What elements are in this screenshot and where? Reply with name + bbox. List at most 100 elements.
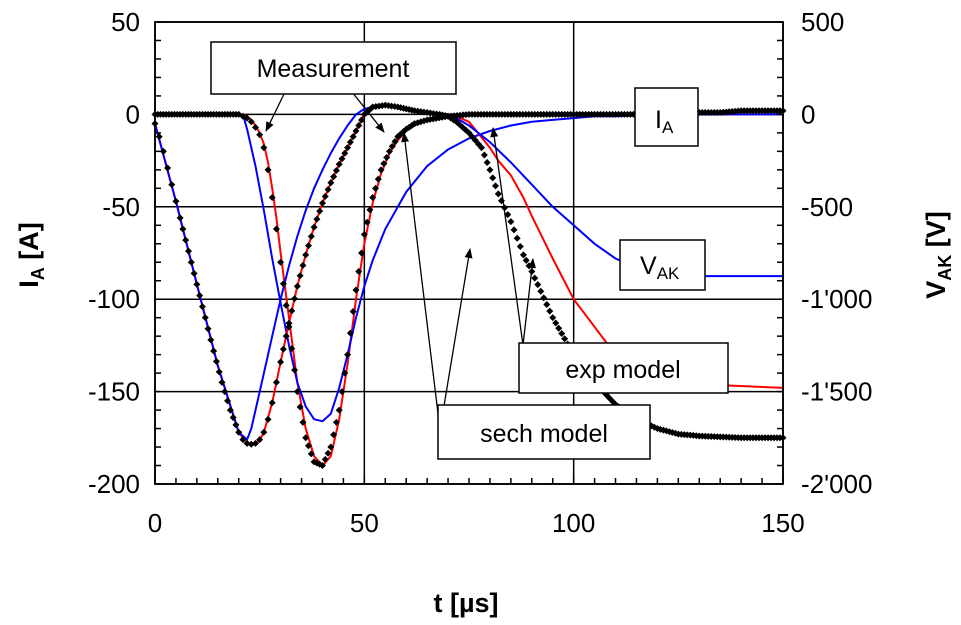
series-marker-3 bbox=[543, 300, 551, 308]
series-marker-0 bbox=[321, 455, 329, 463]
series-marker-0 bbox=[291, 366, 299, 374]
series-marker-0 bbox=[330, 431, 338, 439]
series-marker-0 bbox=[349, 308, 357, 316]
series-marker-3 bbox=[179, 225, 187, 233]
series-marker-3 bbox=[494, 190, 502, 198]
annotation-ia-text: IA bbox=[655, 106, 674, 137]
series-marker-3 bbox=[352, 127, 360, 135]
series-marker-0 bbox=[251, 123, 259, 131]
series-marker-3 bbox=[540, 294, 548, 302]
series-marker-3 bbox=[251, 439, 259, 447]
series-marker-3 bbox=[510, 226, 518, 234]
series-marker-3 bbox=[207, 336, 215, 344]
series-marker-0 bbox=[307, 450, 315, 458]
series-marker-3 bbox=[204, 325, 212, 333]
series-marker-3 bbox=[358, 116, 366, 124]
x-tick-label: 100 bbox=[552, 508, 595, 538]
tick-labels: 0 50 100 150500-50-100-150-2005000-500-1'00… bbox=[88, 7, 873, 538]
annotation-arrow-3 bbox=[439, 248, 473, 431]
series-marker-3 bbox=[155, 133, 163, 141]
series-marker-3 bbox=[164, 164, 172, 172]
series-marker-3 bbox=[321, 192, 329, 200]
series-marker-3 bbox=[344, 144, 352, 152]
y-right-tick-label: -2'000 bbox=[801, 469, 872, 499]
y-axis-left-title-unit: [A] bbox=[14, 222, 44, 267]
series-marker-3 bbox=[338, 155, 346, 163]
series-marker-3 bbox=[531, 274, 539, 282]
series-marker-0 bbox=[338, 388, 346, 396]
y-right-tick-label: 0 bbox=[801, 99, 815, 129]
annotation-vak-box bbox=[619, 239, 706, 291]
y-right-tick-label: -500 bbox=[801, 192, 853, 222]
series-marker-0 bbox=[305, 442, 313, 450]
series-marker-3 bbox=[313, 215, 321, 223]
series-marker-3 bbox=[196, 292, 204, 300]
series-marker-3 bbox=[492, 182, 500, 190]
x-tick-label: 150 bbox=[761, 508, 804, 538]
series-marker-0 bbox=[380, 160, 388, 168]
series-marker-3 bbox=[549, 314, 557, 322]
annotation-exp-model-box bbox=[518, 342, 729, 394]
series-marker-0 bbox=[324, 449, 332, 457]
series-marker-3 bbox=[305, 242, 313, 250]
series-marker-0 bbox=[360, 231, 368, 239]
series-marker-3 bbox=[513, 234, 521, 242]
series-marker-0 bbox=[285, 323, 293, 331]
series-marker-0 bbox=[272, 225, 280, 233]
series-marker-3 bbox=[316, 207, 324, 215]
series-marker-3 bbox=[516, 243, 524, 251]
series-line-2 bbox=[241, 113, 783, 423]
series-marker-3 bbox=[534, 281, 542, 289]
y-right-tick-label: -1'500 bbox=[801, 377, 872, 407]
series-marker-0 bbox=[256, 131, 264, 139]
series-marker-0 bbox=[402, 125, 410, 133]
y-axis-right-title-main: V bbox=[921, 281, 951, 299]
series-marker-0 bbox=[302, 434, 310, 442]
series-marker-3 bbox=[226, 406, 234, 414]
series-marker-0 bbox=[377, 166, 385, 174]
series-marker-0 bbox=[318, 462, 326, 470]
series-marker-3 bbox=[190, 269, 198, 277]
series-marker-0 bbox=[346, 329, 354, 337]
series-marker-3 bbox=[486, 166, 494, 174]
series-marker-3 bbox=[291, 295, 299, 303]
y-axis-left-title-sub: A bbox=[28, 267, 48, 280]
x-tick-label: 0 bbox=[148, 508, 162, 538]
series-marker-3 bbox=[483, 158, 491, 166]
series-marker-3 bbox=[182, 236, 190, 244]
series-marker-0 bbox=[268, 194, 276, 202]
annotation-arrow-1 bbox=[351, 91, 385, 133]
series-marker-3 bbox=[507, 218, 515, 226]
series-marker-3 bbox=[279, 345, 287, 353]
series-marker-3 bbox=[480, 151, 488, 159]
series-marker-0 bbox=[385, 147, 393, 155]
annotation-ia: IA bbox=[634, 87, 699, 147]
series-marker-3 bbox=[327, 179, 335, 187]
series-marker-0 bbox=[366, 206, 374, 214]
series-marker-3 bbox=[552, 319, 560, 327]
y-left-tick-label: -100 bbox=[88, 284, 140, 314]
series-marker-3 bbox=[335, 160, 343, 168]
annotation-exp-model: exp model bbox=[518, 342, 729, 394]
series-marker-3 bbox=[159, 147, 167, 155]
series-line-5 bbox=[154, 105, 783, 442]
series-marker-0 bbox=[282, 301, 290, 309]
annotation-exp-model-text: exp model bbox=[565, 356, 680, 384]
annotation-measurement: Measurement bbox=[210, 41, 457, 95]
series-marker-0 bbox=[369, 194, 377, 202]
series-marker-3 bbox=[224, 397, 232, 405]
series-marker-3 bbox=[346, 138, 354, 146]
series-marker-3 bbox=[504, 211, 512, 219]
series-marker-0 bbox=[279, 280, 287, 288]
series-marker-3 bbox=[330, 173, 338, 181]
y-left-tick-label: 50 bbox=[111, 7, 140, 37]
y-axis-right-title: VAK [V] bbox=[921, 211, 955, 299]
series-marker-3 bbox=[555, 324, 563, 332]
annotation-measurement-text: Measurement bbox=[257, 55, 410, 83]
series-marker-0 bbox=[374, 175, 382, 183]
series-marker-0 bbox=[363, 218, 371, 226]
series-marker-0 bbox=[296, 403, 304, 411]
series-marker-3 bbox=[537, 287, 545, 295]
y-axis-right-title-unit: [V] bbox=[921, 211, 951, 255]
